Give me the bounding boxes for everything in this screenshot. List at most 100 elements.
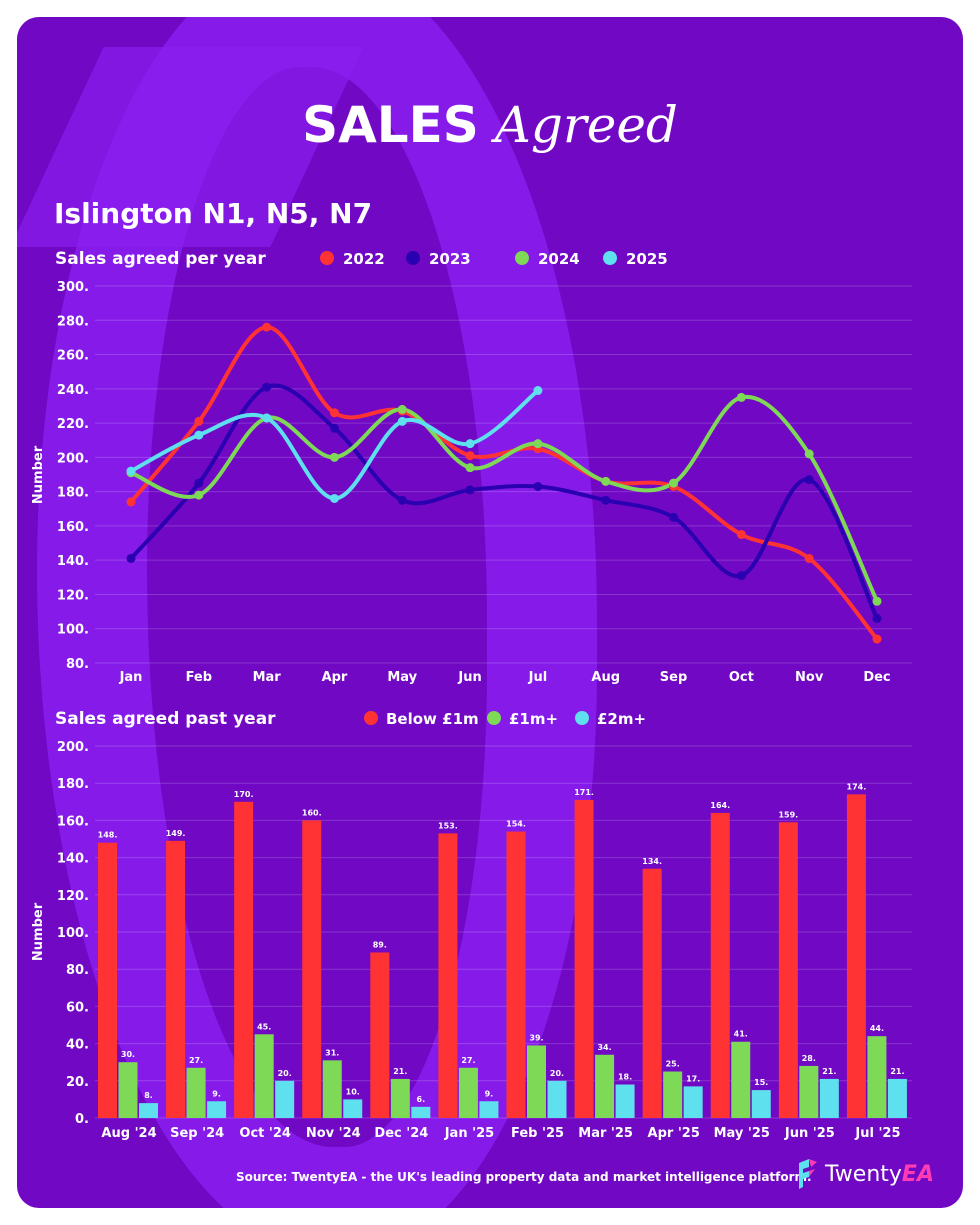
line-chart-ytick-label: 220.	[57, 417, 89, 432]
line-point-2024	[804, 449, 814, 459]
logo-word-twenty: Twenty	[825, 1161, 902, 1187]
line-chart-ytick-label: 100.	[57, 623, 89, 638]
line-chart-ytick-label: 300.	[57, 280, 89, 295]
bar-data-label: 25.	[666, 1060, 680, 1069]
legend-label-£1m+: £1m+	[509, 710, 558, 728]
line-chart-xtick-label: Aug	[591, 670, 620, 685]
line-point-2025	[262, 413, 272, 423]
line-point-2024	[397, 404, 407, 414]
bar-chart-ytick-label: 200.	[57, 740, 89, 755]
legend-label-2022: 2022	[343, 250, 385, 268]
bar-Below £1m	[438, 833, 458, 1118]
bar-data-label: 20.	[550, 1069, 564, 1078]
bar-data-label: 159.	[778, 810, 798, 819]
line-point-2024	[533, 439, 543, 449]
bar-chart-ytick-label: 120.	[57, 889, 89, 904]
bar-data-label: 164.	[710, 801, 730, 810]
line-chart-ytick-label: 200.	[57, 451, 89, 466]
bar-data-label: 149.	[166, 829, 186, 838]
page-title: SALES Agreed	[17, 95, 963, 155]
bar-data-label: 89.	[373, 940, 387, 949]
bar-£2m+	[887, 1078, 907, 1118]
twentyea-logo: TwentyEA	[797, 1159, 934, 1189]
line-point-2025	[533, 386, 543, 396]
bar-£1m+	[595, 1054, 615, 1118]
title-part-bold: SALES	[302, 96, 479, 154]
bar-data-label: 34.	[597, 1043, 611, 1052]
bar-data-label: 44.	[870, 1024, 884, 1033]
bar-data-label: 41.	[734, 1030, 748, 1039]
line-chart-ytick-label: 240.	[57, 383, 89, 398]
line-point-2022	[465, 451, 475, 461]
line-point-2023	[804, 475, 814, 485]
bar-data-label: 39.	[529, 1033, 543, 1042]
line-chart-xtick-label: Jun	[457, 670, 481, 685]
bar-chart-ytick-label: 140.	[57, 852, 89, 867]
bar-chart-ylabel: Number	[31, 902, 46, 961]
line-point-2022	[329, 408, 339, 418]
line-point-2023	[126, 553, 136, 563]
bar-£2m+	[547, 1080, 567, 1118]
bar-data-label: 171.	[574, 788, 594, 797]
bar-data-label: 21.	[822, 1067, 836, 1076]
bar-£1m+	[799, 1065, 819, 1118]
line-chart-ytick-label: 260.	[57, 349, 89, 364]
legend-marker-2024	[515, 251, 529, 265]
bar-data-label: 27.	[461, 1056, 475, 1065]
bar-£1m+	[458, 1067, 478, 1118]
line-chart-ytick-label: 280.	[57, 314, 89, 329]
bar-data-label: 45.	[257, 1022, 271, 1031]
bar-chart-ytick-label: 80.	[66, 963, 89, 978]
bar-Below £1m	[778, 822, 798, 1118]
bar-chart-title: Sales agreed past year	[55, 709, 276, 729]
legend-label-2025: 2025	[626, 250, 668, 268]
bar-Below £1m	[506, 831, 526, 1118]
bar-chart-xtick-label: Sep '24	[170, 1126, 224, 1141]
line-point-2025	[397, 416, 407, 426]
bar-£1m+	[186, 1067, 206, 1118]
bar-Below £1m	[846, 794, 866, 1118]
bar-chart-xtick-label: Mar '25	[578, 1126, 633, 1141]
legend-marker-2023	[406, 251, 420, 265]
bar-£2m+	[207, 1101, 227, 1118]
line-chart-xtick-label: Jan	[119, 670, 143, 685]
bar-data-label: 10.	[346, 1087, 360, 1096]
bar-data-label: 154.	[506, 820, 526, 829]
line-chart-xtick-label: Jul	[528, 670, 548, 685]
bar-£1m+	[527, 1045, 546, 1118]
bar-data-label: 30.	[121, 1050, 135, 1059]
bar-data-label: 28.	[802, 1054, 816, 1063]
bar-chart-xtick-label: May '25	[714, 1126, 770, 1141]
line-chart-ylabel: Number	[31, 445, 46, 504]
twentyea-logo-icon	[799, 1159, 817, 1189]
bar-Below £1m	[234, 801, 254, 1118]
line-point-2023	[465, 485, 475, 495]
line-point-2023	[194, 478, 204, 488]
line-point-2024	[872, 596, 882, 606]
line-chart-ytick-label: 160.	[57, 520, 89, 535]
bar-data-label: 9.	[485, 1089, 494, 1098]
bar-chart-xtick-label: Nov '24	[306, 1126, 361, 1141]
bar-£1m+	[118, 1062, 138, 1118]
bar-data-label: 148.	[98, 831, 118, 840]
bar-Below £1m	[642, 868, 662, 1118]
line-point-2022	[804, 553, 814, 563]
line-point-2022	[194, 416, 204, 426]
legend-marker-2022	[320, 251, 334, 265]
bar-£1m+	[663, 1071, 683, 1118]
line-chart-ytick-label: 120.	[57, 588, 89, 603]
bar-chart-xtick-label: Aug '24	[101, 1126, 156, 1141]
bar-£1m+	[254, 1034, 274, 1118]
bar-chart-xtick-label: Oct '24	[239, 1126, 291, 1141]
line-point-2023	[262, 382, 272, 392]
legend-label-£2m+: £2m+	[597, 710, 646, 728]
source-note: Source: TwentyEA - the UK's leading prop…	[236, 1170, 812, 1184]
bar-chart-ytick-label: 160.	[57, 814, 89, 829]
bar-chart-xtick-label: Jun '25	[784, 1126, 835, 1141]
line-series-2022	[129, 325, 879, 642]
line-chart-ytick-label: 80.	[66, 657, 89, 672]
twentyea-logo-wordmark: TwentyEA	[825, 1162, 934, 1187]
line-point-2025	[126, 466, 136, 476]
bar-chart-ytick-label: 40.	[66, 1038, 89, 1053]
bar-Below £1m	[574, 799, 594, 1118]
